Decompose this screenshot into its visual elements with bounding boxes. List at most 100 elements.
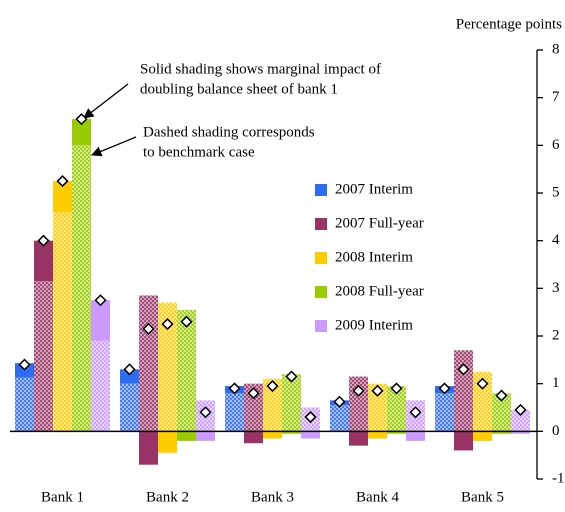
unit-label: Percentage points (456, 16, 562, 32)
impact-bar (492, 431, 511, 434)
total-marker (161, 318, 174, 331)
benchmark-bar (492, 393, 511, 432)
total-marker (247, 387, 260, 400)
total-marker (123, 363, 136, 376)
annotation: doubling balance sheet of bank 1 (140, 81, 338, 97)
benchmark-bar (225, 393, 244, 432)
annotation: to benchmark case (143, 144, 255, 160)
impact-bar (196, 431, 215, 441)
benchmark-bar (473, 371, 492, 432)
total-marker (199, 406, 212, 419)
total-marker (495, 389, 508, 402)
total-marker (476, 377, 489, 390)
impact-bar (120, 369, 139, 384)
impact-bar (244, 431, 263, 444)
legend-swatch (315, 184, 327, 196)
total-marker (18, 358, 31, 371)
total-marker (56, 175, 69, 188)
legend-label: 2007 Interim (335, 181, 413, 197)
legend-swatch (315, 252, 327, 264)
benchmark-bar (53, 212, 72, 432)
impact-bar (368, 431, 387, 439)
impact-bar (72, 119, 91, 146)
x-tick-label: Bank 1 (41, 489, 84, 505)
legend-label: 2007 Full-year (335, 215, 424, 231)
impact-bar (301, 431, 320, 439)
total-marker (142, 322, 155, 335)
y-tick-label: 5 (552, 184, 560, 200)
y-tick-label: -1 (552, 470, 565, 486)
benchmark-bar (282, 374, 301, 432)
legend-swatch (315, 286, 327, 298)
impact-bar (91, 300, 110, 341)
total-marker (285, 370, 298, 383)
impact-bar (387, 431, 406, 434)
total-marker (409, 406, 422, 419)
benchmark-bar (368, 383, 387, 432)
y-tick-label: 8 (552, 41, 560, 57)
total-marker (75, 113, 88, 126)
total-marker (514, 403, 527, 416)
benchmark-bar (72, 145, 91, 432)
legend-label: 2009 Interim (335, 317, 413, 333)
impact-bar (34, 240, 53, 282)
impact-bar (473, 431, 492, 441)
x-tick-label: Bank 4 (356, 489, 399, 505)
benchmark-bar (349, 376, 368, 432)
y-tick-label: 0 (552, 423, 560, 439)
total-marker (228, 382, 241, 395)
y-tick-label: 2 (552, 327, 560, 343)
benchmark-bar (435, 393, 454, 432)
impact-bar (53, 181, 72, 213)
annotation-arrow (91, 136, 137, 157)
benchmark-bar (158, 302, 177, 432)
x-tick-label: Bank 5 (461, 489, 504, 505)
impact-bar (158, 431, 177, 453)
benchmark-bar (263, 378, 282, 432)
y-tick-label: 6 (552, 137, 560, 153)
legend-swatch (315, 320, 327, 332)
benchmark-bar (139, 295, 158, 432)
impact-bar (511, 431, 530, 434)
x-tick-label: Bank 3 (251, 489, 294, 505)
benchmark-bar (511, 409, 530, 432)
benchmark-bar (120, 383, 139, 432)
total-marker (37, 234, 50, 247)
benchmark-bar (454, 350, 473, 432)
impact-bar (263, 431, 282, 439)
benchmark-bar (177, 309, 196, 432)
benchmark-bar (330, 405, 349, 432)
annotation: Solid shading shows marginal impact of (140, 61, 381, 77)
impact-bar (282, 431, 301, 434)
y-tick-label: 4 (552, 232, 560, 248)
total-marker (304, 410, 317, 424)
total-marker (457, 363, 470, 376)
legend-label: 2008 Full-year (335, 283, 424, 299)
legend-label: 2008 Interim (335, 249, 413, 265)
annotation: Dashed shading corresponds (143, 124, 315, 140)
impact-bar (406, 431, 425, 441)
legend-swatch (315, 218, 327, 230)
y-tick-label: 7 (552, 89, 560, 105)
total-marker (352, 384, 365, 397)
impact-bar (349, 431, 368, 446)
total-marker (371, 384, 384, 397)
total-marker (180, 315, 193, 328)
benchmark-bar (34, 281, 53, 432)
benchmark-bar (15, 377, 34, 432)
total-marker (390, 382, 403, 395)
annotation-arrow (83, 83, 129, 119)
total-marker (438, 382, 451, 395)
benchmark-bar (91, 340, 110, 432)
y-tick-label: 1 (552, 375, 560, 391)
y-tick-label: 3 (552, 280, 560, 296)
total-marker (94, 294, 107, 307)
benchmark-bar (244, 383, 263, 432)
impact-bar (139, 431, 158, 465)
x-tick-label: Bank 2 (146, 489, 189, 505)
impact-bar (177, 431, 196, 441)
total-marker (266, 379, 279, 393)
impact-bar (454, 431, 473, 451)
benchmark-bar (387, 386, 406, 432)
